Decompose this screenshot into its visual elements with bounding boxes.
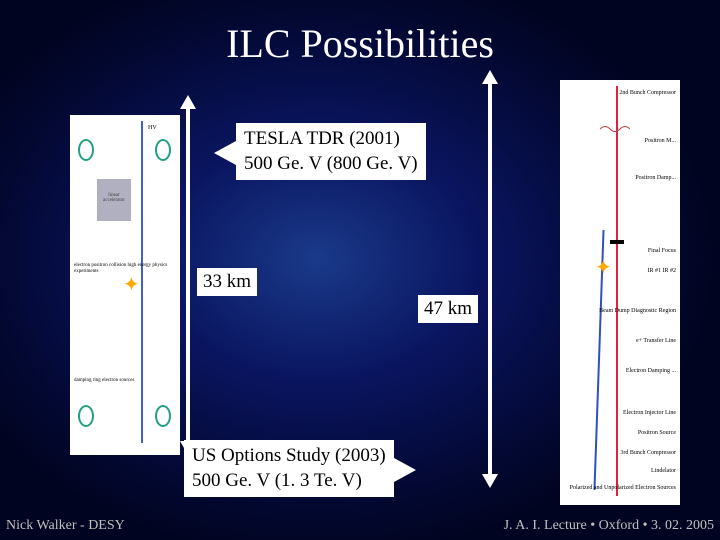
diagram-label: damping ring electron sources (74, 378, 134, 383)
diagram-label: Positron Source (638, 430, 676, 436)
distance-label-left: 33 km (197, 268, 257, 296)
diagram-label: Polarized and Unpolarized Electron Sourc… (570, 485, 676, 491)
footer-author: Nick Walker - DESY (6, 518, 125, 534)
diagram-label: 3rd Bunch Compressor (620, 450, 676, 456)
diagram-label: Beam Dump Diagnostic Region (599, 308, 676, 314)
diagram-label: Positron Damp... (635, 175, 676, 181)
us-option-callout: US Options Study (2003) 500 Ge. V (1. 3 … (184, 440, 394, 497)
damping-ring-icon (155, 139, 171, 161)
damping-ring-icon (78, 139, 94, 161)
ff-bar (610, 240, 624, 244)
diagram-label: Electron Damping ... (626, 368, 676, 374)
diagram-label: Positron M... (645, 138, 676, 144)
diagram-label: Lindelator (651, 468, 676, 474)
callout-line: US Options Study (2003) (192, 444, 386, 469)
footer-venue-date: J. A. I. Lecture • Oxford • 3. 02. 2005 (504, 518, 714, 534)
diagram-label: Electron Injector Line (623, 410, 676, 416)
us-option-diagram: ✦ 2nd Bunch Compressor Positron M... Pos… (560, 80, 680, 505)
distance-label-right: 47 km (418, 295, 478, 323)
diagram-label: e+ Transfer Line (636, 338, 676, 344)
scale-arrow-right (488, 80, 492, 478)
callout-line: TESLA TDR (2001) (244, 127, 418, 152)
diagram-label: HV (148, 125, 157, 131)
beamline-positron (616, 86, 618, 496)
slide-title: ILC Possibilities (0, 20, 720, 67)
tesla-diagram: linear accelerator electron positron col… (70, 115, 180, 455)
callout-line: 500 Ge. V (1. 3 Te. V) (192, 469, 386, 494)
diagram-label: IR #1 IR #2 (648, 268, 677, 274)
tesla-callout: TESLA TDR (2001) 500 Ge. V (800 Ge. V) (236, 123, 426, 180)
diagram-label: Final Focus (648, 248, 676, 254)
callout-line: 500 Ge. V (800 Ge. V) (244, 152, 418, 177)
scale-arrow-left (186, 105, 190, 445)
damping-ring-icon (155, 405, 171, 427)
wiggle-icon (600, 124, 630, 134)
diagram-label: 2nd Bunch Compressor (619, 90, 676, 96)
collision-star-icon: ✦ (595, 258, 615, 278)
damping-ring-icon (78, 405, 94, 427)
collision-star-icon: ✦ (123, 275, 143, 295)
diagram-label: electron positron collision high energy … (74, 263, 180, 274)
linac-block: linear accelerator (97, 179, 131, 221)
